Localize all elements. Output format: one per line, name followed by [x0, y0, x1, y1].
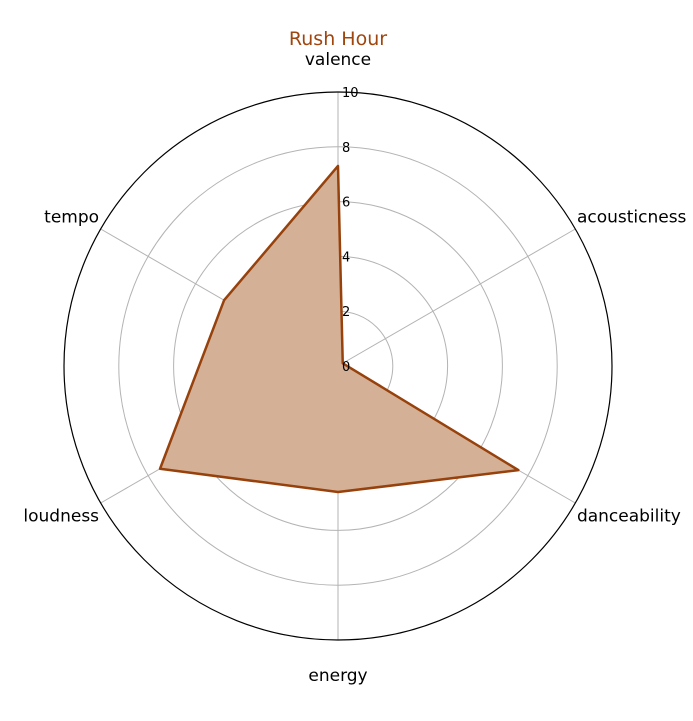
axis-label-loudness: loudness: [23, 507, 99, 527]
axis-label-acousticness: acousticness: [577, 208, 687, 228]
grid-ring-8: [118, 146, 558, 586]
series-polygon: [158, 164, 520, 494]
axis-label-energy: energy: [308, 666, 367, 686]
axis-label-valence: valence: [305, 50, 371, 70]
r-tick-label: 8: [342, 141, 350, 156]
axis-label-tempo: tempo: [44, 208, 99, 228]
axis-label-danceability: danceability: [577, 507, 681, 527]
radar-labels: 0 2 4 6 8 10 valence acousticness danceability en…: [23, 50, 686, 686]
r-tick-label: 0: [342, 360, 350, 375]
radar-series: [158, 164, 520, 494]
r-tick-label: 2: [342, 305, 350, 320]
chart-title: Rush Hour: [289, 28, 387, 50]
r-tick-label: 4: [342, 250, 350, 265]
r-tick-label: 10: [342, 86, 359, 101]
outer-ring: [63, 91, 613, 641]
r-tick-label: 6: [342, 196, 350, 211]
spoke-acousticness: [337, 228, 576, 367]
